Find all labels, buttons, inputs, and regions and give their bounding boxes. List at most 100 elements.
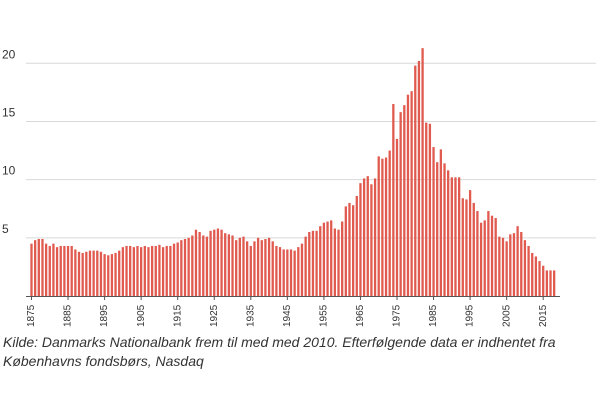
x-tick-label: 1995 bbox=[465, 304, 476, 327]
bar-series bbox=[30, 48, 556, 297]
bar bbox=[260, 240, 263, 296]
bar bbox=[443, 163, 446, 296]
bar bbox=[121, 247, 125, 296]
x-tick-label: 2015 bbox=[538, 304, 549, 327]
bar bbox=[516, 226, 519, 296]
x-tick-label: 1965 bbox=[355, 304, 366, 327]
bar bbox=[319, 226, 322, 296]
bar bbox=[245, 241, 249, 296]
bar bbox=[253, 241, 256, 296]
bar bbox=[216, 228, 220, 296]
bar bbox=[487, 211, 490, 296]
bar bbox=[202, 235, 205, 296]
bar bbox=[264, 238, 267, 296]
source-note: Kilde: Danmarks Nationalbank frem til me… bbox=[3, 334, 556, 369]
bar bbox=[41, 238, 44, 296]
bar bbox=[194, 229, 198, 296]
bar bbox=[315, 230, 318, 296]
bar bbox=[395, 138, 399, 296]
bar bbox=[333, 228, 337, 296]
bar bbox=[48, 245, 51, 296]
y-tick-label: 15 bbox=[2, 105, 16, 119]
bar bbox=[337, 229, 340, 296]
bar bbox=[447, 170, 450, 296]
x-tick-label: 1895 bbox=[99, 304, 110, 327]
bar bbox=[81, 252, 84, 296]
x-tick-label: 1875 bbox=[26, 304, 37, 327]
bar bbox=[432, 147, 435, 296]
bar bbox=[370, 184, 373, 296]
bar bbox=[377, 156, 380, 296]
bar bbox=[107, 255, 110, 296]
bar bbox=[414, 65, 417, 296]
bar bbox=[465, 199, 468, 296]
x-tick-label: 1915 bbox=[172, 304, 183, 327]
bar bbox=[304, 236, 307, 296]
bar bbox=[198, 232, 201, 296]
bar bbox=[150, 245, 154, 296]
bar bbox=[209, 230, 212, 296]
bar bbox=[74, 249, 77, 296]
bar bbox=[37, 238, 40, 296]
bar bbox=[278, 247, 282, 296]
bar bbox=[55, 247, 59, 296]
bar bbox=[381, 158, 384, 296]
y-tick-label: 5 bbox=[2, 222, 9, 236]
bar bbox=[472, 202, 475, 296]
bar bbox=[457, 177, 461, 296]
y-tick-label: 20 bbox=[2, 47, 16, 61]
bar bbox=[132, 247, 135, 296]
bar bbox=[103, 254, 106, 296]
bar bbox=[428, 123, 432, 296]
bar bbox=[110, 254, 114, 296]
bar bbox=[52, 243, 55, 296]
bar bbox=[403, 105, 406, 296]
bar bbox=[161, 247, 165, 296]
x-tick-label: 1975 bbox=[392, 304, 403, 327]
bar bbox=[498, 236, 501, 296]
bar bbox=[509, 234, 512, 296]
bar bbox=[191, 235, 194, 296]
bar bbox=[476, 211, 479, 296]
bar bbox=[461, 198, 464, 296]
bar bbox=[425, 122, 428, 297]
bar bbox=[392, 104, 395, 296]
x-tick-label: 1945 bbox=[282, 304, 293, 327]
bar bbox=[531, 252, 534, 296]
bar bbox=[362, 178, 366, 296]
bar bbox=[242, 236, 245, 296]
bar bbox=[154, 245, 157, 296]
bar bbox=[494, 218, 497, 296]
bar bbox=[322, 222, 326, 296]
bar bbox=[479, 222, 483, 296]
bar bbox=[553, 270, 556, 296]
bar bbox=[421, 48, 424, 297]
bar bbox=[140, 247, 143, 296]
bar bbox=[348, 202, 351, 296]
bar bbox=[436, 162, 439, 296]
bar bbox=[388, 150, 391, 296]
x-tick-label: 1885 bbox=[63, 304, 74, 327]
bar bbox=[125, 245, 128, 296]
bar bbox=[545, 270, 549, 296]
bar bbox=[224, 233, 227, 296]
bar bbox=[549, 270, 552, 296]
bar bbox=[483, 220, 486, 296]
bar bbox=[410, 91, 413, 296]
bar bbox=[289, 249, 293, 296]
chart: 5 10 15 20 1875 1885 1895 1905 1915 1925 1935 1945… bbox=[2, 47, 596, 327]
bar bbox=[439, 149, 443, 296]
bar bbox=[344, 206, 347, 296]
bar bbox=[213, 229, 216, 296]
bar bbox=[282, 249, 285, 296]
bar bbox=[399, 112, 402, 297]
bar bbox=[538, 261, 541, 296]
bar bbox=[311, 230, 315, 296]
bar bbox=[231, 235, 234, 296]
x-tick-label: 1955 bbox=[319, 304, 330, 327]
bar bbox=[523, 240, 527, 296]
bar bbox=[326, 221, 329, 296]
bar bbox=[227, 234, 231, 296]
bar bbox=[70, 245, 73, 296]
bar bbox=[220, 229, 223, 296]
